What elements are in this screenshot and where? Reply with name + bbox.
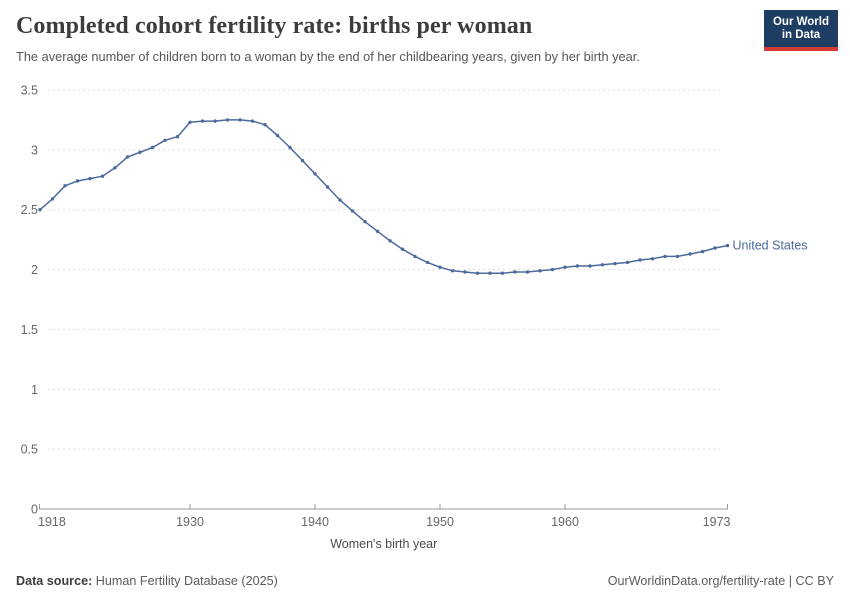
data-point[interactable] [413,254,417,259]
owid-logo-line2: in Data [781,29,821,42]
data-point[interactable] [438,265,442,269]
data-point[interactable] [475,271,480,275]
x-tick-label: 1940 [301,515,329,529]
y-tick-label: 0.5 [21,443,38,457]
data-point[interactable] [425,260,430,265]
chart-title: Completed cohort fertility rate: births … [16,13,533,39]
data-point[interactable] [463,270,467,274]
y-tick-label: 3 [31,143,38,157]
data-point[interactable] [613,261,617,266]
x-tick-label: 1950 [426,515,454,529]
data-point[interactable] [663,254,667,259]
data-point[interactable] [713,246,717,250]
data-point[interactable] [563,265,567,269]
x-tick-label: 1973 [703,515,731,529]
data-point[interactable] [63,184,67,188]
data-point[interactable] [513,270,517,274]
data-point[interactable] [188,120,192,125]
data-point[interactable] [100,174,105,178]
data-point[interactable] [288,145,292,150]
data-point[interactable] [363,220,367,224]
data-point[interactable] [538,269,542,273]
data-point[interactable] [125,155,130,159]
data-point[interactable] [200,119,205,123]
data-point[interactable] [675,254,680,259]
owid-logo: Our World in Data [764,10,838,52]
y-tick-label: 0 [31,503,38,517]
data-point[interactable] [313,172,317,176]
data-point[interactable] [400,247,405,251]
data-point[interactable] [375,229,380,233]
data-point[interactable] [300,158,305,163]
data-point[interactable] [550,267,555,272]
data-point[interactable] [225,118,230,122]
data-point[interactable] [113,166,117,170]
chart-header: Completed cohort fertility rate: births … [16,12,750,65]
data-source-label: Data source: [16,574,93,588]
y-tick-label: 3.5 [21,84,38,98]
data-point[interactable] [238,118,242,122]
data-point[interactable] [388,239,392,243]
chart-footer: Data source: Human Fertility Database (2… [16,574,834,588]
data-point[interactable] [600,263,605,267]
x-tick-label: 1930 [176,515,204,529]
data-line[interactable] [39,119,728,274]
data-point[interactable] [350,209,355,213]
data-point[interactable] [50,197,55,201]
chart-subtitle: The average number of children born to a… [16,48,640,64]
data-point[interactable] [488,271,492,275]
series-entity-label[interactable]: United States [733,239,808,253]
data-point[interactable] [500,271,505,275]
data-point[interactable] [725,243,730,248]
y-tick-label: 1.5 [21,323,38,337]
data-point[interactable] [175,135,180,139]
data-point[interactable] [163,138,167,142]
data-point[interactable] [325,185,330,189]
license-link: OurWorldinData.org/fertility-rate | CC B… [607,574,834,588]
data-point[interactable] [575,264,580,268]
data-point[interactable] [250,119,255,123]
data-point[interactable] [88,176,92,181]
data-point[interactable] [450,269,455,273]
y-tick-label: 2.5 [21,203,38,217]
data-point[interactable] [638,258,642,262]
data-point[interactable] [275,133,280,138]
data-point[interactable] [338,198,342,202]
data-point[interactable] [588,264,592,268]
data-point[interactable] [75,179,80,183]
data-point[interactable] [138,150,142,154]
data-point[interactable] [650,257,655,261]
data-point[interactable] [625,260,630,265]
data-point[interactable] [525,270,530,274]
data-source: Data source: Human Fertility Database (2… [16,574,278,588]
data-point[interactable] [213,119,217,123]
x-tick-label: 1960 [551,515,579,529]
data-point[interactable] [263,123,267,127]
x-axis-title: Women's birth year [330,537,437,551]
data-point[interactable] [38,208,42,212]
data-source-value: Human Fertility Database (2025) [95,574,278,588]
data-point[interactable] [688,252,692,256]
y-tick-label: 2 [31,263,38,277]
owid-logo-line1: Our World [772,16,829,28]
data-point[interactable] [700,249,705,254]
data-point[interactable] [150,145,155,150]
x-axis-line [39,504,728,510]
y-tick-label: 1 [31,383,38,397]
x-tick-label: 1918 [38,515,66,529]
